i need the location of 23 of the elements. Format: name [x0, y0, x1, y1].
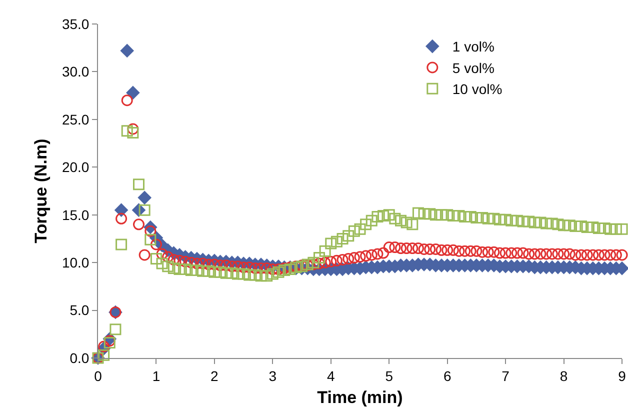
- y-tick-label: 25.0: [62, 111, 90, 128]
- legend-label: 5 vol%: [452, 60, 494, 76]
- x-tick-label: 0: [94, 368, 102, 384]
- x-tick-label: 3: [268, 368, 277, 384]
- y-tick-label: 20.0: [62, 159, 90, 176]
- x-tick-label: 1: [152, 368, 160, 384]
- x-tick-label: 8: [560, 368, 568, 384]
- x-tick-label: 4: [326, 368, 335, 384]
- x-tick-label: 5: [385, 368, 394, 384]
- y-axis-title: Torque (N.m): [32, 138, 50, 244]
- x-tick-label: 7: [502, 368, 510, 384]
- x-axis-title: Time (min): [317, 388, 403, 408]
- y-tick-label: 5.0: [70, 302, 90, 318]
- y-tick-label: 10.0: [62, 254, 90, 270]
- legend-label: 10 vol%: [452, 81, 502, 98]
- y-tick-label: 35.0: [62, 16, 90, 32]
- y-tick-label: 0.0: [70, 350, 90, 366]
- y-tick-label: 30.0: [62, 64, 90, 80]
- x-tick-label: 2: [210, 368, 219, 384]
- y-tick-label: 15.0: [62, 206, 90, 223]
- x-tick-label: 6: [443, 368, 452, 384]
- x-tick-label: 9: [618, 368, 626, 384]
- legend-label: 1 vol%: [452, 38, 494, 55]
